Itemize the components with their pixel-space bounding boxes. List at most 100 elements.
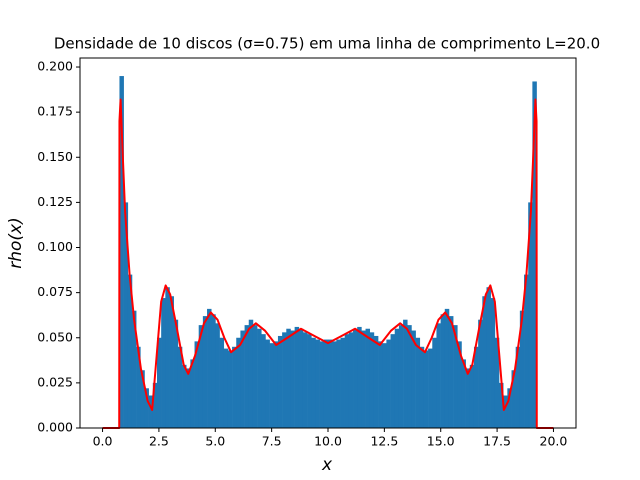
histogram-bar xyxy=(398,325,404,428)
x-tick-label: 12.5 xyxy=(370,434,398,449)
histogram-bar xyxy=(486,287,491,428)
x-axis-label: x xyxy=(321,455,333,475)
histogram-bar xyxy=(131,310,137,428)
histogram-bar xyxy=(328,339,333,428)
histogram-bar xyxy=(140,370,145,428)
histogram-bar xyxy=(227,350,233,428)
histogram-bar xyxy=(215,323,220,428)
histogram-bar xyxy=(378,341,383,428)
histogram-bar xyxy=(461,359,466,428)
histogram-bar xyxy=(302,332,308,428)
histogram-bar xyxy=(252,325,258,428)
histogram-bar xyxy=(182,364,187,428)
histogram-bar xyxy=(432,337,437,428)
histogram-bar xyxy=(469,364,475,428)
histogram-bar xyxy=(240,330,245,428)
histogram-bar xyxy=(507,388,512,428)
density-line xyxy=(102,98,554,429)
histogram-bar xyxy=(357,326,362,428)
y-axis-label: rho(x) xyxy=(6,217,26,269)
y-tick-label: 0.025 xyxy=(37,374,73,389)
chart-title: Densidade de 10 discos (σ=0.75) em uma l… xyxy=(54,35,600,53)
histogram-bar xyxy=(511,370,516,428)
histogram-bar xyxy=(419,346,425,428)
histogram-bar xyxy=(169,296,174,428)
histogram-bar xyxy=(490,298,496,428)
y-tick-label: 0.075 xyxy=(37,284,73,299)
histogram-bar xyxy=(298,328,304,428)
histogram-bar xyxy=(244,325,250,428)
histogram-bar xyxy=(248,319,254,428)
histogram-bar xyxy=(265,339,270,428)
histogram-bar xyxy=(236,337,241,428)
histogram-bar xyxy=(369,332,375,428)
x-tick-label: 10.0 xyxy=(314,434,342,449)
histogram-bar xyxy=(457,341,462,428)
histogram-bar xyxy=(403,319,408,428)
histogram-bar xyxy=(286,328,291,428)
y-tick-label: 0.150 xyxy=(37,149,73,164)
histogram-bar xyxy=(323,339,329,428)
histogram-bar xyxy=(207,308,212,428)
histogram-bar xyxy=(123,202,129,428)
histogram-bar xyxy=(515,346,521,428)
histogram-bar xyxy=(290,330,295,428)
histogram-bar xyxy=(365,328,371,428)
histogram-bar xyxy=(152,382,158,428)
histogram-bar xyxy=(307,334,312,428)
x-tick-label: 15.0 xyxy=(427,434,455,449)
histogram-bar xyxy=(386,339,391,428)
histogram-bar xyxy=(315,339,320,428)
x-tick-label: 17.5 xyxy=(483,434,511,449)
histogram-bar xyxy=(311,337,316,428)
histogram-bar xyxy=(127,274,133,428)
histogram-bar xyxy=(524,274,529,428)
histogram-bar xyxy=(415,337,421,428)
histogram-bar xyxy=(453,325,458,428)
histogram-bar xyxy=(202,316,208,428)
histogram-bar xyxy=(482,296,487,428)
histogram-bar xyxy=(407,325,412,428)
histogram-bar xyxy=(332,341,337,428)
histogram-bar xyxy=(136,346,141,428)
histogram-bar xyxy=(519,310,525,428)
histogram-bar xyxy=(394,328,400,428)
histogram-bar xyxy=(119,76,124,429)
histogram-bar xyxy=(156,337,162,428)
histogram-bar xyxy=(428,348,433,428)
y-tick-label: 0.200 xyxy=(37,59,73,74)
histogram-bar xyxy=(440,314,446,428)
y-tick-label: 0.050 xyxy=(37,329,73,344)
histogram-bar xyxy=(232,346,237,428)
histogram-bar xyxy=(165,287,170,428)
histogram-bar xyxy=(257,328,262,428)
histogram-bar xyxy=(411,330,416,428)
histogram-bar xyxy=(219,337,225,428)
x-tick-label: 0.0 xyxy=(93,434,113,449)
histogram-bar xyxy=(144,388,149,428)
histogram-bar xyxy=(478,319,483,428)
histogram-bar xyxy=(361,330,366,428)
histogram-bar xyxy=(261,334,266,428)
histogram-bar xyxy=(532,81,537,429)
histogram-bar xyxy=(190,359,195,428)
y-tick-label: 0.175 xyxy=(37,104,73,119)
histogram-bar xyxy=(173,319,179,428)
histogram-bar xyxy=(348,332,354,428)
histogram-bar xyxy=(344,334,350,428)
y-tick-label: 0.100 xyxy=(37,239,73,254)
histogram-bar xyxy=(294,326,300,428)
x-tick-label: 7.5 xyxy=(262,434,282,449)
histogram-bar xyxy=(277,335,283,428)
histogram-bar xyxy=(390,334,396,428)
histogram-bar xyxy=(223,348,229,428)
histogram-bar xyxy=(503,395,508,428)
histogram-bar xyxy=(198,325,204,428)
histogram-bar xyxy=(319,341,325,428)
x-tick-label: 5.0 xyxy=(205,434,225,449)
histogram-bar xyxy=(148,395,154,428)
histogram-bar xyxy=(186,368,191,428)
histogram-bar xyxy=(444,308,450,428)
